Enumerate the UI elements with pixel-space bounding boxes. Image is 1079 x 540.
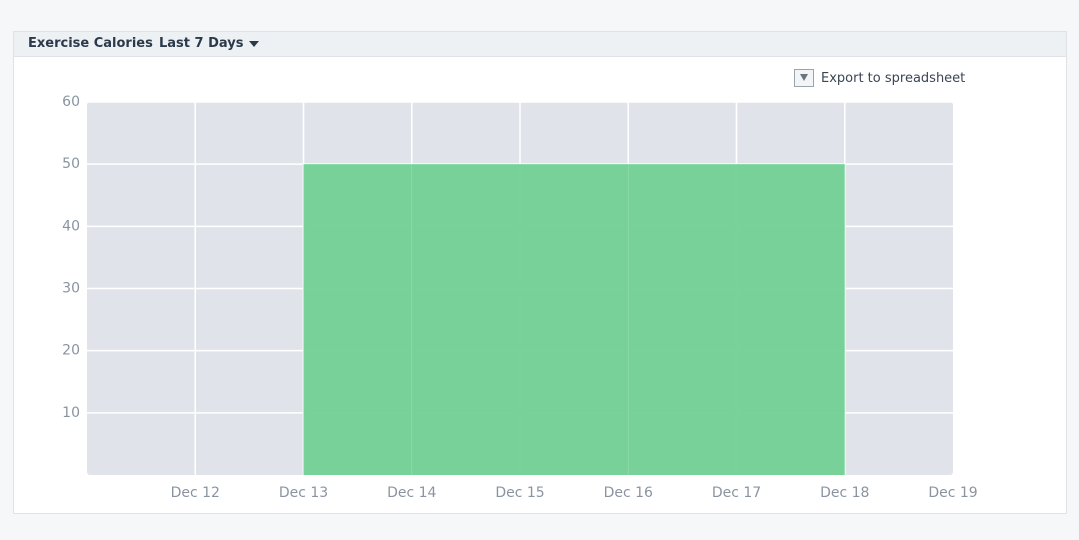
y-tick-label: 50 [62,156,80,172]
area-step [411,164,520,475]
y-tick-label: 20 [62,343,80,359]
x-tick-label: Dec 13 [279,485,328,501]
area-step [520,164,629,475]
period-label[interactable]: Last 7 Days [159,36,244,51]
x-tick-label: Dec 15 [495,485,544,501]
x-tick-label: Dec 18 [820,485,869,501]
area-step [628,164,737,475]
export-icon[interactable] [794,69,814,87]
panel-title: Exercise Calories [28,36,153,51]
export-label[interactable]: Export to spreadsheet [821,71,966,86]
x-tick-label: Dec 16 [604,485,653,501]
x-tick-label: Dec 17 [712,485,761,501]
x-tick-label: Dec 12 [171,485,220,501]
panel-header: Exercise Calories Last 7 Days [14,32,1066,57]
y-tick-label: 30 [62,281,80,297]
caret[interactable] [249,40,260,47]
x-tick-label: Dec 19 [928,485,977,501]
area-step [303,164,412,475]
x-tick-label: Dec 14 [387,485,436,501]
period-dropdown[interactable]: Last 7 Days [159,36,260,51]
area-step [736,164,845,475]
y-tick-label: 60 [62,94,80,110]
y-tick-label: 40 [62,218,80,234]
y-tick-label: 10 [62,405,80,421]
export-link[interactable]: Export to spreadsheet [794,69,966,87]
